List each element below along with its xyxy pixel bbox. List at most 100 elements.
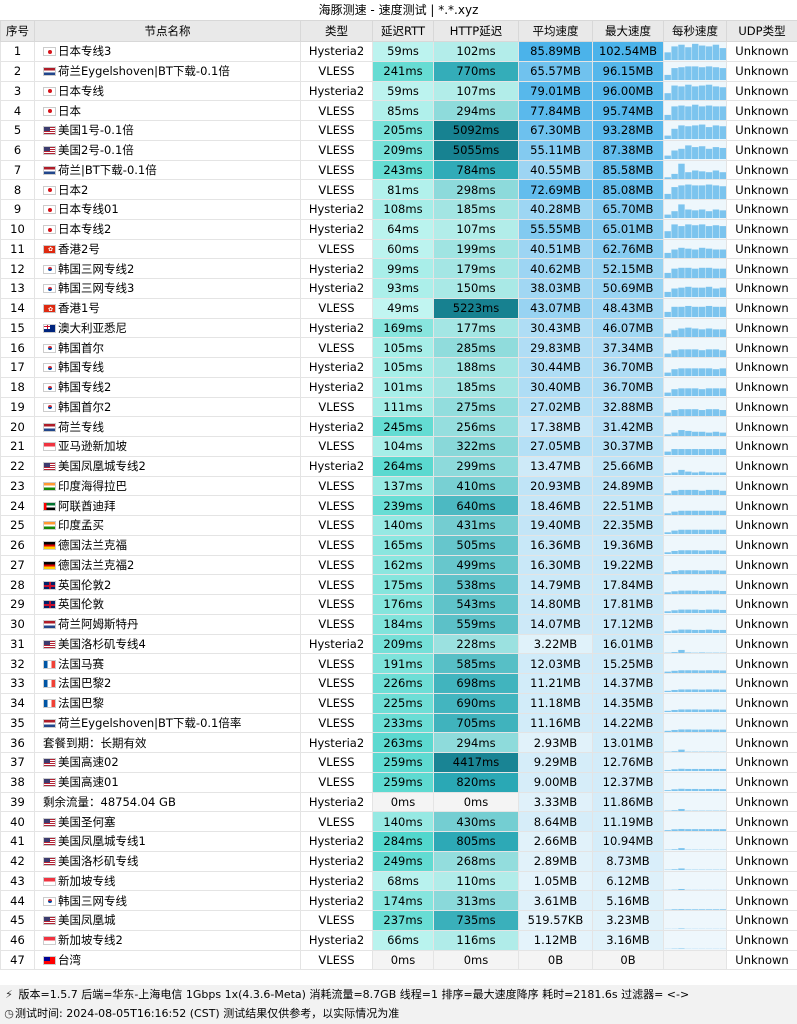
cell-avg-speed: 27.05MB xyxy=(518,436,593,457)
cell-node-name: 美国洛杉矶专线 xyxy=(34,850,301,872)
sparkline-bar xyxy=(712,908,720,910)
sparkline-bar xyxy=(678,470,685,476)
cell-rtt: 225ms xyxy=(372,692,434,714)
cell-per-second-speed xyxy=(663,396,727,418)
sparkline-bar xyxy=(692,570,699,574)
sparkline-bar xyxy=(698,769,706,772)
sparkline-bar xyxy=(671,690,678,693)
cell-rtt: 93ms xyxy=(372,278,434,299)
sparkline-bar xyxy=(664,552,671,555)
cell-type: VLESS xyxy=(300,495,373,516)
sparkline-bar xyxy=(678,689,685,693)
cell-avg-speed: 79.01MB xyxy=(518,80,593,102)
sparkline-bar xyxy=(685,224,692,239)
cell-udp-type: Unknown xyxy=(726,357,797,378)
cell-udp-type: Unknown xyxy=(726,771,797,793)
cell-avg-speed: 1.05MB xyxy=(518,870,593,892)
cell-type: VLESS xyxy=(300,297,373,319)
table-row: 35 荷兰Eygelshoven|BT下载-0.1倍率 VLESS 233ms 705m… xyxy=(0,712,797,734)
sparkline-bar xyxy=(678,328,685,337)
table-row: 43 新加坡专线 Hysteria2 68ms 110ms 1.05MB 6.12MB Unk… xyxy=(0,870,797,892)
cell-index: 38 xyxy=(0,771,35,793)
cell-udp-type: Unknown xyxy=(726,831,797,852)
flag-nl-icon xyxy=(43,64,58,78)
sparkline-bar xyxy=(685,449,692,456)
cell-http-latency: 430ms xyxy=(433,811,519,832)
sparkline-bar xyxy=(698,171,706,179)
flag-kr-icon xyxy=(43,341,58,355)
cell-per-second-speed xyxy=(663,910,727,931)
cell-udp-type: Unknown xyxy=(726,752,797,773)
cell-type: Hysteria2 xyxy=(300,633,373,655)
sparkline-bar xyxy=(678,590,685,594)
cell-type: VLESS xyxy=(300,139,373,161)
table-row: 30 荷兰阿姆斯特丹 VLESS 184ms 559ms 14.07MB 17.12MB Un… xyxy=(0,613,797,635)
node-name-text: 韩国专线2 xyxy=(58,380,112,395)
cell-rtt: 205ms xyxy=(372,120,434,141)
cell-index: 1 xyxy=(0,41,35,62)
cell-avg-speed: 38.03MB xyxy=(518,278,593,299)
cell-per-second-speed xyxy=(663,41,727,62)
cell-type: VLESS xyxy=(300,100,373,121)
sparkline-bar xyxy=(685,908,692,910)
flag-kr-icon xyxy=(43,400,58,414)
sparkline-bar xyxy=(692,908,699,910)
cell-index: 7 xyxy=(0,159,35,181)
cell-max-speed: 36.70MB xyxy=(592,357,664,378)
sparkline-bar xyxy=(671,306,678,318)
sparkline-bar xyxy=(671,449,678,456)
flag-de-icon xyxy=(43,538,58,552)
node-name-text: 韩国三网专线3 xyxy=(58,281,135,296)
sparkline-bar xyxy=(705,908,713,910)
sparkline-bar xyxy=(712,609,720,614)
sparkline-bar xyxy=(678,288,685,298)
cell-max-speed: 16.01MB xyxy=(592,633,664,655)
cell-http-latency: 5223ms xyxy=(433,297,519,319)
node-name-text: 韩国首尔2 xyxy=(58,399,112,414)
cell-node-name: 阿联酋迪拜 xyxy=(34,495,301,516)
cell-rtt: 175ms xyxy=(372,574,434,595)
wrench-icon: ⚡︎ xyxy=(5,988,13,1001)
sparkline-bar xyxy=(678,788,685,792)
sparkline-bar xyxy=(705,570,713,574)
node-name-text: 美国凤凰城 xyxy=(58,913,116,928)
table-row: 42 美国洛杉矶专线 Hysteria2 249ms 268ms 2.89MB 8.73MB… xyxy=(0,850,797,872)
cell-type: VLESS xyxy=(300,554,373,576)
sparkline-bar xyxy=(705,248,713,258)
sparkline-bar xyxy=(698,431,706,436)
cell-type: Hysteria2 xyxy=(300,218,373,240)
cell-http-latency: 294ms xyxy=(433,732,519,753)
sparkline-bar xyxy=(664,631,671,634)
sparkline-bar xyxy=(692,185,699,199)
sparkline-bar xyxy=(678,808,685,811)
sparkline-bar xyxy=(671,349,678,357)
sparkline-bar xyxy=(692,510,699,515)
cell-udp-type: Unknown xyxy=(726,554,797,576)
cell-rtt: 259ms xyxy=(372,752,434,773)
sparkline-bar xyxy=(671,472,678,476)
header-type: 类型 xyxy=(300,20,373,42)
node-name-text: 美国洛杉矶专线4 xyxy=(58,636,146,651)
speed-sparkline xyxy=(664,145,726,160)
table-row: 23 印度海得拉巴 VLESS 137ms 410ms 20.93MB 24.89MB Unk… xyxy=(0,475,797,497)
cell-node-name: 日本专线2 xyxy=(34,218,301,240)
sparkline-bar xyxy=(664,532,671,535)
cell-max-speed: 3.23MB xyxy=(592,910,664,931)
table-row: 3 日本专线 Hysteria2 59ms 107ms 79.01MB 96.00MB Unk… xyxy=(0,80,797,102)
cell-max-speed: 17.84MB xyxy=(592,574,664,595)
cell-node-name: 日本专线01 xyxy=(34,199,301,220)
cell-http-latency: 690ms xyxy=(433,692,519,714)
sparkline-bar xyxy=(664,312,671,318)
header-index: 序号 xyxy=(0,20,35,42)
cell-http-latency: 256ms xyxy=(433,416,519,437)
sparkline-bar xyxy=(698,689,706,693)
sparkline-bar xyxy=(664,671,671,673)
sparkline-bar xyxy=(698,45,706,61)
cell-rtt: 176ms xyxy=(372,594,434,615)
cell-node-name: 美国凤凰城专线2 xyxy=(34,455,301,477)
cell-http-latency: 298ms xyxy=(433,179,519,200)
node-name-text: 韩国专线 xyxy=(58,360,104,375)
cell-index: 5 xyxy=(0,120,35,141)
cell-rtt: 259ms xyxy=(372,771,434,793)
cell-http-latency: 107ms xyxy=(433,218,519,240)
